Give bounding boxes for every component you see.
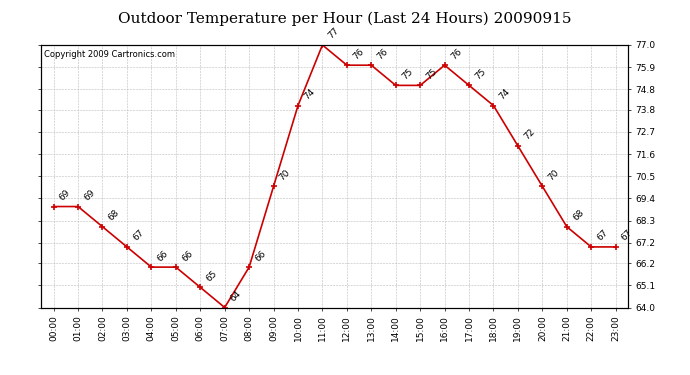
Text: 70: 70: [546, 168, 561, 182]
Text: 72: 72: [522, 128, 537, 142]
Text: 68: 68: [571, 208, 586, 223]
Text: 70: 70: [277, 168, 293, 182]
Text: 65: 65: [204, 268, 219, 283]
Text: 64: 64: [229, 289, 244, 303]
Text: 69: 69: [58, 188, 72, 202]
Text: 75: 75: [473, 67, 488, 81]
Text: 68: 68: [107, 208, 121, 223]
Text: 76: 76: [448, 46, 463, 61]
Text: 77: 77: [326, 26, 341, 41]
Text: 67: 67: [131, 228, 146, 243]
Text: 67: 67: [620, 228, 634, 243]
Text: 76: 76: [375, 46, 390, 61]
Text: Copyright 2009 Cartronics.com: Copyright 2009 Cartronics.com: [44, 50, 175, 59]
Text: 76: 76: [351, 46, 366, 61]
Text: 74: 74: [302, 87, 317, 101]
Text: Outdoor Temperature per Hour (Last 24 Hours) 20090915: Outdoor Temperature per Hour (Last 24 Ho…: [118, 11, 572, 26]
Text: 66: 66: [180, 249, 195, 263]
Text: 67: 67: [595, 228, 610, 243]
Text: 75: 75: [400, 67, 415, 81]
Text: 75: 75: [424, 67, 439, 81]
Text: 66: 66: [253, 249, 268, 263]
Text: 74: 74: [497, 87, 512, 101]
Text: 69: 69: [82, 188, 97, 202]
Text: 66: 66: [155, 249, 170, 263]
